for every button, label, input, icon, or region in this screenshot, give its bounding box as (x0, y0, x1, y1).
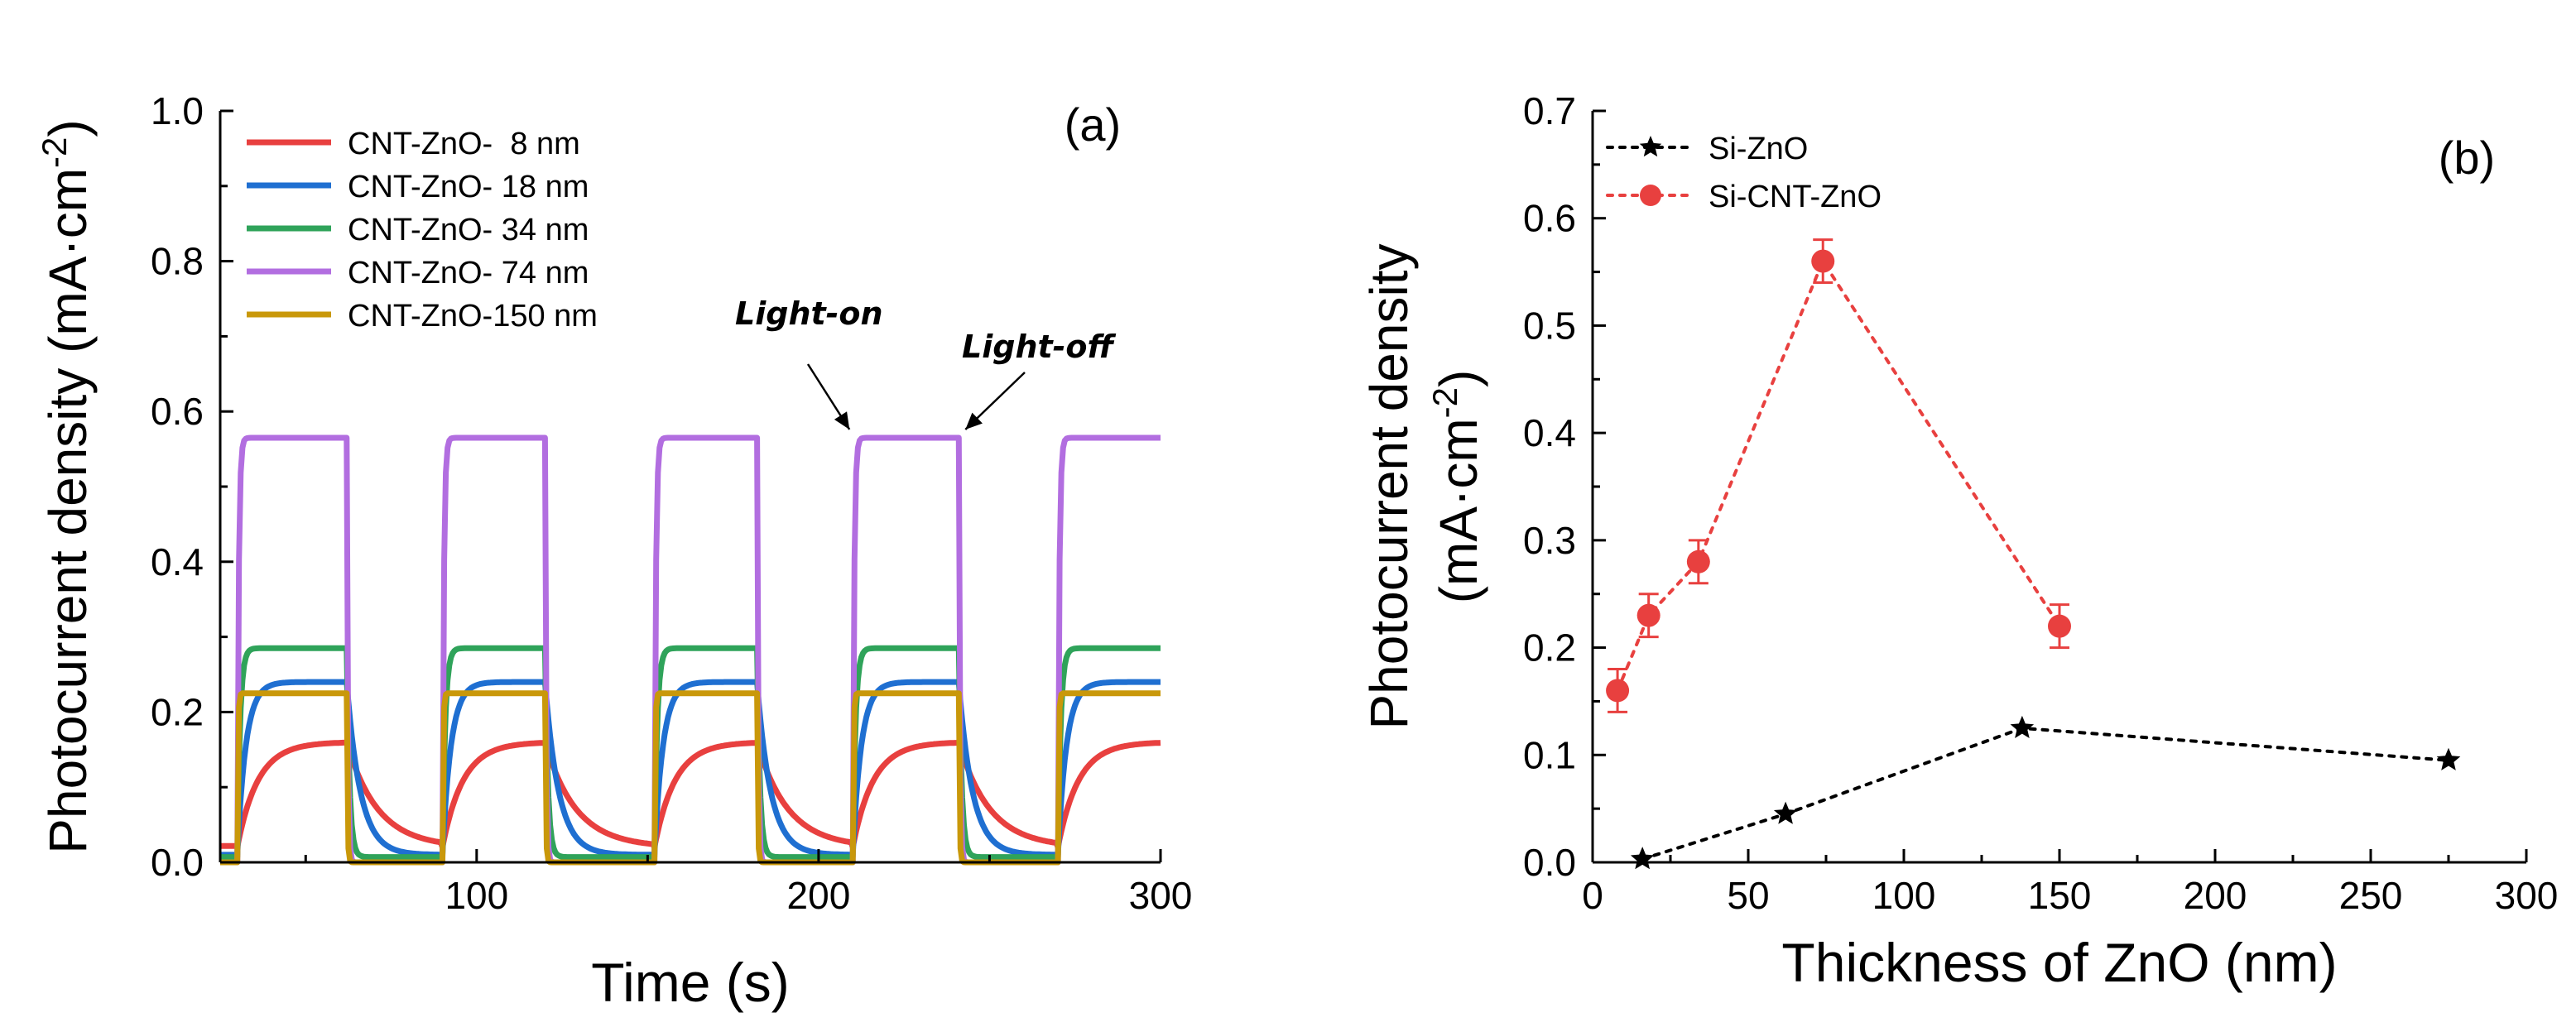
x-tick-label: 150 (2028, 874, 2092, 917)
x-tick-label: 100 (445, 874, 508, 917)
y-tick-label: 0.4 (1523, 411, 1576, 454)
y-axis-label-sup: -2 (35, 137, 74, 168)
x-axis-label: Time (s) (591, 952, 790, 1013)
y-axis-label-main: (mA·cm (1429, 418, 1488, 603)
data-point-0-0 (1630, 847, 1655, 870)
panel-a: 0.0 0.2 0.4 0.6 0.8 1.0 100 200 300 Time (s) Photo… (35, 89, 1192, 1013)
y-tick-label: 0.0 (1523, 841, 1576, 884)
legend-entry-3: CNT-ZnO- 74 nm (348, 256, 589, 290)
x-axis-label: Thickness of ZnO (nm) (1781, 932, 2337, 993)
y-tick-label: 0.6 (1523, 197, 1576, 240)
y-axis-label-line1: Photocurrent density (1359, 244, 1419, 730)
y-axis-label-line2: (mA·cm-2) (1425, 370, 1488, 604)
x-tick-label: 300 (1129, 874, 1193, 917)
x-tick-label: 200 (2184, 874, 2247, 917)
legend-marker-0 (1639, 136, 1662, 157)
legend-entry-1: Si-CNT-ZnO (1709, 180, 1882, 214)
y-axis-label-close: ) (1429, 370, 1488, 387)
data-point-1-4 (2048, 614, 2071, 638)
legend-entry-2: CNT-ZnO- 34 nm (348, 213, 589, 247)
y-tick-label: 0.6 (151, 390, 204, 433)
annotation-light-on: Light-on (735, 295, 883, 332)
series-line-0 (1641, 726, 2450, 861)
arrow-light-on-head (834, 411, 850, 430)
data-point-1-2 (1686, 549, 1710, 573)
y-tick-label: 0.1 (1523, 733, 1576, 776)
panel-label-a: (a) (1065, 98, 1121, 151)
data-point-1-0 (1606, 679, 1630, 703)
y-tick-label: 0.2 (1523, 626, 1576, 669)
series-line-1 (219, 679, 1162, 858)
legend-entry-1: CNT-ZnO- 18 nm (348, 170, 589, 204)
legend-entry-4: CNT-ZnO-150 nm (348, 299, 598, 334)
y-axis-label-sup: -2 (1425, 387, 1464, 418)
y-tick-label: 0.7 (1523, 89, 1576, 132)
data-point-0-2 (2010, 715, 2035, 738)
data-point-0-3 (2436, 747, 2461, 770)
series-line-1 (1616, 257, 2061, 693)
legend-entry-0: Si-ZnO (1709, 132, 1808, 166)
y-tick-label: 0.4 (151, 540, 204, 583)
legend-entry-0: CNT-ZnO- 8 nm (348, 127, 580, 161)
data-point-1-1 (1636, 603, 1660, 627)
panel-b: 0.0 0.1 0.2 0.3 0.4 0.5 0.6 0.7 0 50 100 150 200 250 3… (1359, 89, 2558, 993)
panel-label-b: (b) (2439, 132, 2495, 184)
y-axis-label-main: Photocurrent density (mA·cm (38, 168, 98, 854)
y-tick-label: 0.0 (151, 841, 204, 884)
y-tick-label: 0.3 (1523, 519, 1576, 562)
annotation-light-off: Light-off (962, 329, 1117, 365)
y-axis-label-close: ) (38, 119, 98, 137)
x-tick-label: 50 (1727, 874, 1769, 917)
legend-marker-1 (1640, 185, 1661, 206)
x-tick-label: 200 (787, 874, 851, 917)
y-tick-label: 0.8 (151, 240, 204, 283)
x-tick-label: 250 (2339, 874, 2403, 917)
data-point-1-3 (1811, 249, 1835, 273)
y-tick-label: 1.0 (151, 89, 204, 132)
x-tick-label: 0 (1582, 874, 1603, 917)
y-tick-label: 0.2 (151, 690, 204, 733)
x-tick-label: 300 (2495, 874, 2559, 917)
y-axis-label: Photocurrent density (mA·cm-2) (35, 119, 98, 853)
y-tick-label: 0.5 (1523, 304, 1576, 347)
data-point-0-1 (1773, 801, 1798, 824)
x-tick-label: 100 (1872, 874, 1936, 917)
arrow-light-off-head (965, 412, 983, 430)
series-line-2 (219, 645, 1162, 861)
series-line-0 (219, 739, 1162, 851)
